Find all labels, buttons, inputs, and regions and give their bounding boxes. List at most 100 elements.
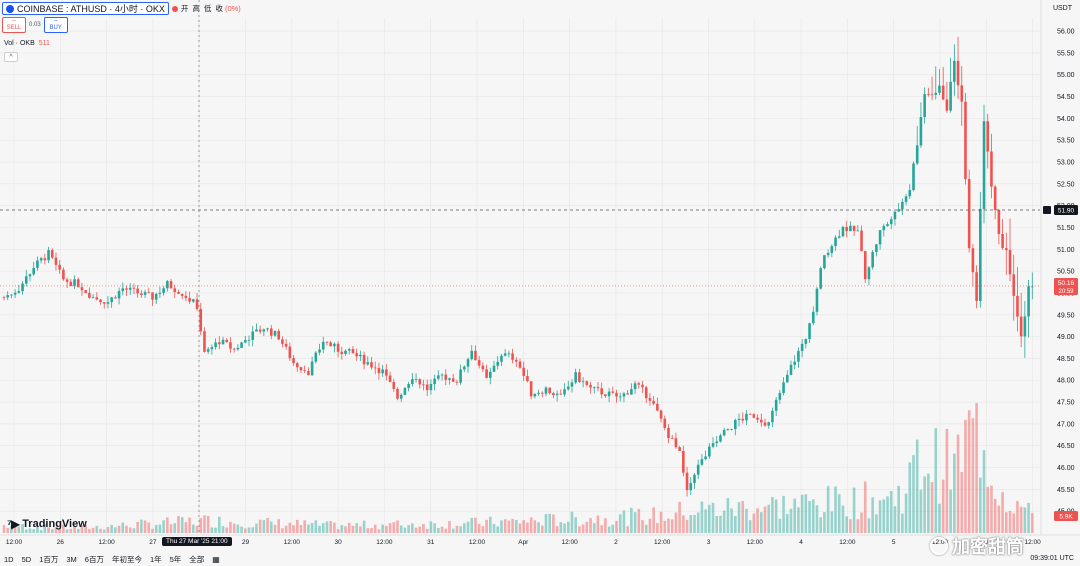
volume-bar — [95, 525, 99, 533]
candle-body — [362, 354, 366, 365]
volume-bar — [938, 503, 941, 533]
candle-body — [745, 413, 748, 421]
volume-bar — [351, 525, 355, 533]
currency-label[interactable]: USDT — [1052, 5, 1072, 12]
candle-body — [10, 294, 13, 296]
candle-body — [719, 435, 722, 442]
candle-body — [774, 399, 778, 411]
timeframe-5d[interactable]: 5D — [21, 554, 32, 564]
x-tick-label: 5 — [892, 539, 896, 546]
volume-bar — [533, 520, 537, 533]
volume-bar — [852, 487, 856, 533]
timeframe-3m[interactable]: 3M — [66, 554, 77, 564]
volume-bar — [192, 524, 195, 533]
candle-body — [80, 287, 84, 291]
candle-body — [236, 347, 240, 350]
volume-bar — [463, 523, 466, 533]
candle-body — [32, 267, 35, 275]
volume-bar — [407, 525, 410, 533]
timeframe-6m[interactable]: 6百万 — [84, 554, 104, 564]
candle-body — [852, 225, 856, 231]
buy-button[interactable]: -- BUY — [43, 17, 68, 33]
calendar-icon[interactable]: ▦ — [212, 554, 220, 564]
candle-body — [310, 361, 314, 376]
utc-clock[interactable]: 09:39:01 UTC — [1030, 555, 1074, 562]
volume-bar — [949, 489, 952, 533]
volume-bar — [459, 526, 462, 533]
volume-bar — [759, 512, 763, 533]
candle-body — [626, 393, 629, 395]
volume-bar — [496, 526, 500, 533]
candle-body — [589, 384, 592, 388]
volume-bar — [281, 528, 284, 533]
candle-body — [344, 350, 347, 354]
collapse-legend-button[interactable]: ^ — [4, 52, 18, 62]
candle-body — [347, 349, 351, 351]
volume-bar — [258, 519, 262, 533]
volume-bar — [489, 516, 492, 533]
spread-value: 0.03 — [29, 22, 41, 28]
volume-bar — [696, 512, 700, 533]
volume-bar — [630, 507, 633, 533]
symbol-label: COINBASE : ATHUSD · 4小时 · OKX — [17, 4, 165, 14]
volume-bar — [555, 526, 559, 533]
timeframe-5y[interactable]: 5年 — [169, 554, 182, 564]
timeframe-1m[interactable]: 1百万 — [39, 554, 59, 564]
volume-bar — [953, 453, 956, 533]
candle-body — [203, 331, 206, 352]
volume-bar — [1005, 512, 1008, 533]
tradingview-logo[interactable]: ⁷▶ TradingView — [7, 517, 87, 531]
candle-body — [986, 121, 990, 152]
volume-bar — [80, 525, 84, 533]
candle-body — [674, 438, 678, 448]
volume-bar — [10, 525, 13, 533]
timeframe-ytd[interactable]: 年初至今 — [111, 554, 142, 564]
candle-body — [982, 121, 986, 209]
volume-bar — [767, 504, 771, 533]
candle-body — [856, 230, 860, 232]
candle-body — [62, 269, 65, 280]
candle-body — [366, 362, 370, 365]
volume-bar — [537, 522, 540, 533]
volume-bar — [529, 517, 533, 533]
candle-body — [225, 339, 229, 343]
timeframe-1d[interactable]: 1D — [4, 554, 14, 564]
candle-body — [199, 308, 203, 332]
volume-bar — [815, 505, 819, 533]
candle-body — [819, 268, 822, 289]
volume-bar — [975, 403, 978, 533]
candle-body — [455, 381, 459, 383]
y-tick-label: 50.50 — [1057, 269, 1075, 276]
candle-body — [180, 293, 184, 296]
candle-body — [696, 464, 700, 475]
symbol-selector[interactable]: COINBASE : ATHUSD · 4小时 · OKX — [2, 2, 169, 15]
candle-body — [288, 346, 292, 359]
candle-body — [474, 350, 477, 361]
volume-bar — [381, 524, 384, 533]
volume-bar — [923, 476, 926, 533]
volume-bar — [299, 525, 303, 533]
volume-bar — [559, 522, 563, 533]
volume-bar — [771, 497, 774, 533]
symbol-legend: COINBASE : ATHUSD · 4小时 · OKX 开 高 低 收 (0… — [2, 2, 241, 15]
timeframe-all[interactable]: 全部 — [189, 554, 205, 564]
candle-body — [151, 292, 154, 300]
candle-body — [425, 384, 429, 391]
sell-button[interactable]: -- SELL — [2, 17, 26, 33]
volume-bar — [125, 525, 128, 533]
candle-body — [88, 292, 91, 298]
candle-body — [622, 393, 626, 397]
timeframe-1y[interactable]: 1年 — [149, 554, 162, 564]
volume-bar — [726, 498, 730, 533]
candle-body — [36, 260, 39, 268]
candle-body — [173, 288, 177, 293]
volume-bar — [102, 529, 106, 533]
volume-bar — [863, 481, 867, 533]
volume-bar — [670, 519, 674, 533]
volume-bar — [600, 525, 603, 533]
candle-body — [351, 349, 355, 354]
volume-bar — [166, 517, 169, 533]
candle-body — [993, 186, 997, 211]
volume-bar — [411, 523, 414, 533]
